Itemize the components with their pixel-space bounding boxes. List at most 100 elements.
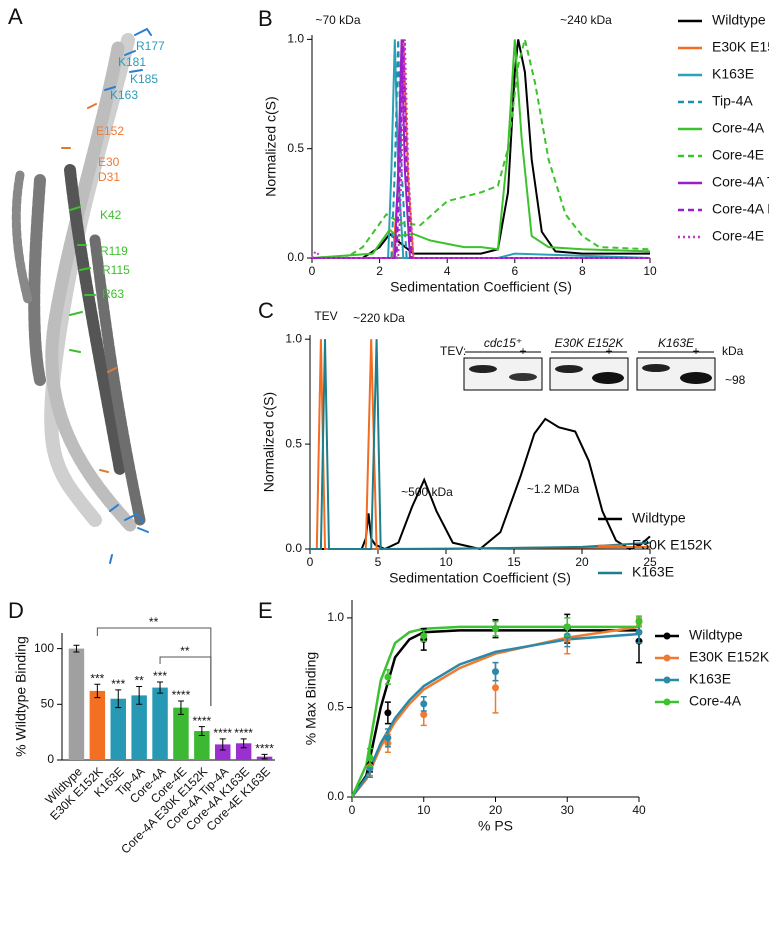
error-bar — [261, 753, 268, 760]
x-tick-label: 25 — [643, 555, 657, 569]
bracket-label: ** — [149, 615, 159, 629]
legend-label: Core-4A — [689, 693, 742, 709]
x-tick-label: 0 — [307, 555, 314, 569]
legend-label: Core-4E K163E — [712, 228, 769, 244]
bar — [89, 690, 106, 760]
y-tick-label: 0.5 — [285, 436, 302, 450]
lane-label: + — [605, 344, 612, 358]
helix — [28, 174, 46, 386]
residue-label: R115 — [102, 263, 130, 277]
bracket-label: ** — [180, 644, 190, 658]
residue-label: D31 — [98, 170, 120, 184]
data-line — [312, 39, 650, 259]
sample-label: K163E — [658, 336, 695, 350]
data-line — [312, 39, 650, 259]
lane-label: - — [654, 344, 658, 358]
helix — [64, 164, 126, 476]
panel-letter: A — [8, 4, 23, 29]
residue-label: E30 — [98, 155, 120, 169]
x-tick-label: 0 — [349, 803, 356, 817]
y-axis-title: % Wildtype Binding — [13, 636, 29, 757]
legend-label: Wildtype — [689, 627, 743, 643]
x-axis-title: % PS — [478, 818, 513, 834]
legend-label: Core-4A — [712, 120, 765, 136]
gel-band — [642, 364, 670, 372]
marker-label: ~98 — [725, 373, 746, 387]
unit-label: kDa — [722, 344, 744, 358]
error-bar — [94, 683, 101, 699]
error-bar — [219, 738, 226, 751]
legend-label: Tip-4A — [712, 93, 753, 109]
annotation: ~220 kDa — [353, 311, 405, 325]
gel-band — [555, 365, 583, 373]
protein-structure — [11, 27, 152, 564]
x-tick-label: 0 — [309, 264, 316, 278]
data-point — [563, 623, 571, 631]
residue-label: K163 — [110, 88, 138, 102]
legend-label: E30K E152K — [689, 649, 769, 665]
data-point — [384, 709, 392, 717]
x-tick-label: 10 — [417, 803, 431, 817]
residue-label: K185 — [130, 72, 158, 86]
legend-label: E30K E152K — [632, 537, 713, 553]
significance-label: *** — [90, 671, 104, 685]
x-tick-label: 30 — [561, 803, 575, 817]
residue-label: E152 — [96, 124, 124, 138]
significance-label: **** — [234, 726, 253, 740]
residue-label: R63 — [102, 287, 124, 301]
y-tick-label: 1.0 — [285, 331, 302, 345]
legend-label: Wildtype — [632, 510, 686, 526]
residue — [104, 27, 152, 91]
x-tick-label: 8 — [579, 264, 586, 278]
bar — [152, 687, 168, 760]
panel-letter: D — [8, 598, 24, 623]
panel-letter: E — [258, 598, 273, 623]
data-point — [635, 628, 643, 636]
x-tick-label: 4 — [444, 264, 451, 278]
annotation: ~1.2 MDa — [527, 482, 580, 496]
x-tick-label: 40 — [632, 803, 646, 817]
data-line — [312, 39, 651, 259]
bar — [194, 731, 210, 760]
lane-label: - — [567, 344, 571, 358]
error-bar — [115, 689, 122, 709]
gel-band — [680, 372, 712, 384]
helix — [11, 170, 33, 305]
residue-label: K181 — [118, 55, 146, 69]
fit-curve — [350, 632, 640, 798]
x-tick-label: 10 — [439, 555, 453, 569]
x-tick-label: 6 — [511, 264, 518, 278]
significance-label: **** — [255, 742, 274, 756]
data-line — [310, 417, 651, 551]
lane-label: + — [692, 344, 699, 358]
bar — [110, 698, 126, 760]
y-tick-label: 1.0 — [287, 32, 304, 46]
panel-letter: C — [258, 298, 274, 323]
data-point — [384, 734, 392, 742]
residue-label: R177 — [136, 39, 165, 53]
legend-marker — [663, 698, 671, 706]
error-bar — [136, 685, 143, 705]
data-line — [312, 39, 650, 259]
data-point — [492, 684, 499, 692]
helix — [89, 234, 146, 526]
error-bar — [240, 738, 247, 749]
y-tick-label: 0.5 — [327, 700, 344, 714]
data-line — [310, 339, 651, 550]
y-tick-label: 0.0 — [327, 789, 344, 803]
data-line — [312, 39, 650, 259]
x-axis-title: Sedimentation Coefficient (S) — [389, 570, 571, 586]
bar — [173, 707, 189, 760]
y-tick-label: 0 — [47, 752, 54, 766]
annotation: ~240 kDa — [560, 13, 612, 27]
data-line — [312, 39, 651, 259]
legend-label: Core-4E — [712, 147, 764, 163]
panel-letter: B — [258, 6, 273, 31]
significance-bracket — [159, 656, 212, 706]
legend-label: K163E — [632, 564, 674, 580]
data-point — [366, 754, 374, 762]
bar — [131, 695, 147, 760]
y-axis-title: Normalized c(S) — [261, 392, 277, 492]
gel-band — [469, 365, 497, 373]
